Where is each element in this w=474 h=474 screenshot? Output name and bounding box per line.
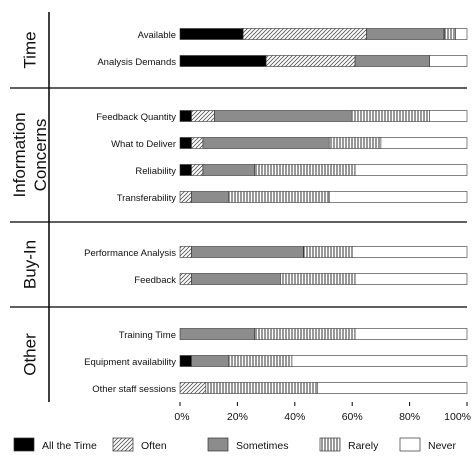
row-label-equipment-availability: Equipment availability: [84, 357, 176, 368]
legend-label-never: Never: [428, 440, 457, 452]
legend-label-sometimes: Sometimes: [236, 440, 289, 452]
bar-what-to-deliver-often: [191, 137, 204, 149]
bar-reliability-sometimes: [202, 164, 255, 176]
bar-reliability-often: [191, 164, 204, 176]
bar-reliability-rarely: [254, 164, 356, 176]
bar-feedback-often: [179, 273, 192, 285]
group-label-information-concerns-line-2: Concerns: [31, 119, 50, 192]
bar-transferability-never: [328, 191, 468, 203]
bar-available-never: [455, 28, 468, 40]
bar-analysis-demands-all-the-time: [179, 55, 267, 67]
bar-other-staff-sessions-often: [179, 382, 207, 394]
row-label-reliability: Reliability: [135, 166, 176, 177]
group-label-time: Time: [20, 31, 39, 68]
bar-available-often: [242, 28, 367, 40]
legend-swatch-sometimes: [207, 437, 229, 452]
x-tick-label-1: 20%: [227, 411, 248, 423]
legend-swatch-all-the-time: [13, 437, 35, 452]
legend-label-rarely: Rarely: [348, 440, 379, 452]
bar-equipment-availability-sometimes: [191, 355, 230, 367]
bar-transferability-sometimes: [191, 191, 230, 203]
bar-feedback-sometimes: [191, 273, 281, 285]
bar-feedback-rarely: [280, 273, 356, 285]
x-tick-label-4: 80%: [399, 411, 420, 423]
bar-performance-analysis-sometimes: [191, 246, 304, 258]
bar-feedback-quantity-never: [429, 110, 468, 122]
bar-feedback-quantity-all-the-time: [179, 110, 192, 122]
row-label-what-to-deliver: What to Deliver: [111, 139, 176, 150]
row-label-transferability: Transferability: [117, 193, 177, 204]
bar-equipment-availability-all-the-time: [179, 355, 192, 367]
bar-transferability-rarely: [228, 191, 330, 203]
bar-reliability-all-the-time: [179, 164, 192, 176]
bar-equipment-availability-rarely: [228, 355, 293, 367]
bar-other-staff-sessions-rarely: [205, 382, 319, 394]
bar-available-rarely: [443, 28, 456, 40]
bar-what-to-deliver-never: [380, 137, 468, 149]
x-axis: 0% 20% 40% 60% 80% 100%: [174, 402, 471, 423]
bar-feedback-quantity-often: [191, 110, 215, 122]
bar-equipment-availability-never: [291, 355, 468, 367]
group-labels: Time Information Concerns Buy-In Other: [10, 12, 467, 402]
legend-label-all-the-time: All the Time: [42, 440, 97, 452]
bar-analysis-demands-often: [265, 55, 356, 67]
row-label-analysis-demands: Analysis Demands: [97, 57, 176, 68]
plot-area: Available Analysis Demands Feedback Quanti…: [84, 28, 468, 395]
row-label-feedback: Feedback: [134, 275, 176, 286]
bar-feedback-quantity-sometimes: [214, 110, 353, 122]
bar-performance-analysis-rarely: [303, 246, 353, 258]
bar-what-to-deliver-sometimes: [202, 137, 330, 149]
group-label-buy-in: Buy-In: [20, 240, 39, 289]
bar-reliability-never: [354, 164, 468, 176]
row-label-performance-analysis: Performance Analysis: [84, 248, 176, 259]
bar-performance-analysis-never: [351, 246, 468, 258]
bar-transferability-often: [179, 191, 192, 203]
bar-analysis-demands-never: [429, 55, 468, 67]
x-tick-label-5: 100%: [444, 411, 471, 423]
row-label-other-staff-sessions: Other staff sessions: [92, 384, 176, 395]
legend-label-often: Often: [141, 440, 167, 452]
group-label-other: Other: [20, 333, 39, 376]
bar-what-to-deliver-all-the-time: [179, 137, 192, 149]
bar-performance-analysis-often: [179, 246, 192, 258]
bar-available-all-the-time: [179, 28, 244, 40]
legend-swatch-never: [399, 437, 421, 452]
bar-available-sometimes: [366, 28, 445, 40]
legend: All the Time Often Sometimes Rarely Never: [13, 437, 457, 452]
legend-swatch-often: [112, 437, 134, 452]
x-tick-label-2: 40%: [284, 411, 305, 423]
bar-other-staff-sessions-never: [317, 382, 468, 394]
x-tick-label-0: 0%: [174, 411, 189, 423]
row-label-available: Available: [138, 30, 176, 41]
bar-analysis-demands-sometimes: [354, 55, 430, 67]
legend-swatch-rarely: [319, 437, 341, 452]
bar-training-time-rarely: [254, 328, 356, 340]
row-label-feedback-quantity: Feedback Quantity: [96, 112, 176, 123]
bar-feedback-never: [354, 273, 468, 285]
row-label-training-time: Training Time: [119, 330, 176, 341]
bar-feedback-quantity-rarely: [351, 110, 430, 122]
group-label-information-concerns-line-1: Information: [10, 112, 29, 197]
bar-what-to-deliver-rarely: [328, 137, 382, 149]
x-tick-label-3: 60%: [342, 411, 363, 423]
bar-training-time-never: [354, 328, 468, 340]
bar-training-time-sometimes: [179, 328, 255, 340]
